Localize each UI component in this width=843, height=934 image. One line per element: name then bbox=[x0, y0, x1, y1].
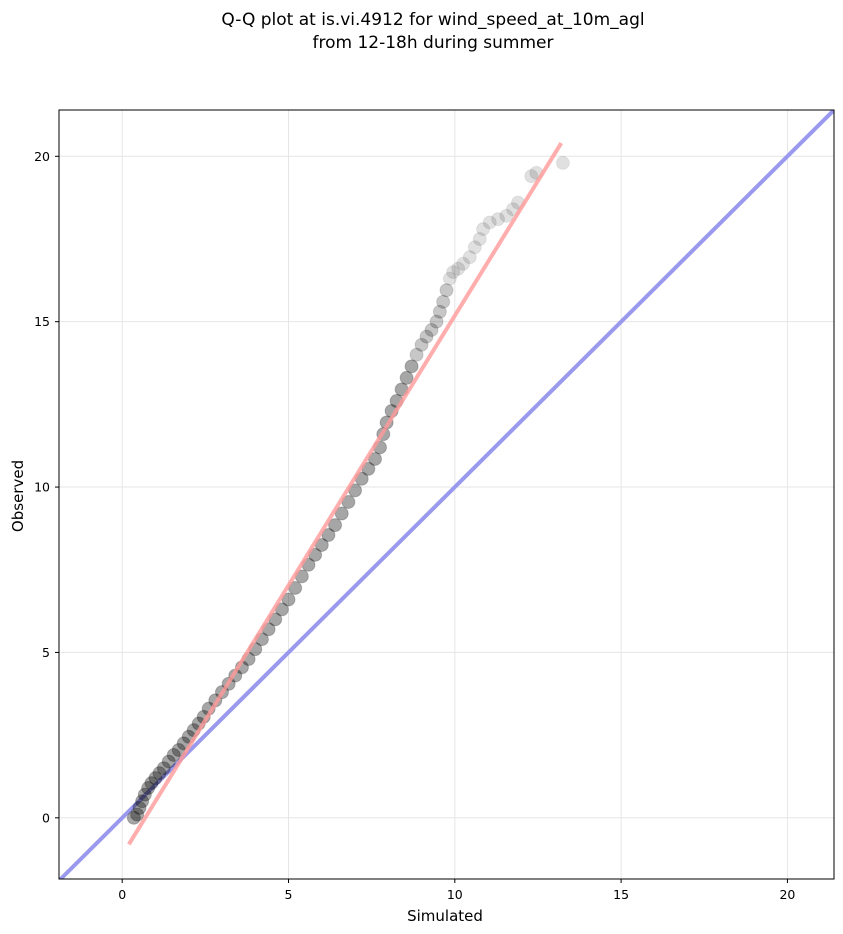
qq-point bbox=[436, 294, 451, 309]
x-axis-label: Simulated bbox=[407, 907, 483, 925]
qq-point bbox=[432, 304, 447, 319]
qq-point bbox=[409, 347, 424, 362]
y-tick-label: 0 bbox=[42, 810, 50, 825]
y-axis-ticks: 0 5 10 15 20 bbox=[34, 149, 59, 825]
qq-point bbox=[524, 169, 539, 184]
qq-point bbox=[446, 265, 461, 280]
qq-point bbox=[555, 155, 570, 170]
qq-point bbox=[126, 810, 141, 825]
qq-point bbox=[456, 256, 471, 271]
qq-point bbox=[491, 212, 506, 227]
chart-title-line-2: from 12-18h during summer bbox=[313, 33, 554, 53]
y-tick-label: 10 bbox=[34, 480, 50, 495]
x-axis-ticks: 0 5 10 15 20 bbox=[118, 879, 795, 902]
qq-point bbox=[429, 314, 444, 329]
qq-point bbox=[135, 794, 150, 809]
qq-point bbox=[148, 771, 163, 786]
qq-point bbox=[166, 747, 181, 762]
qq-point bbox=[482, 215, 497, 230]
qq-point bbox=[152, 766, 167, 781]
qq-point bbox=[424, 322, 439, 337]
qq-point bbox=[472, 231, 487, 246]
y-tick-label: 15 bbox=[34, 314, 50, 329]
y-axis-label: Observed bbox=[9, 460, 27, 532]
x-tick-label: 10 bbox=[447, 887, 463, 902]
fit-line bbox=[127, 142, 563, 846]
x-tick-label: 15 bbox=[613, 887, 629, 902]
qq-point bbox=[414, 337, 429, 352]
y-tick-label: 20 bbox=[34, 149, 50, 164]
qq-point bbox=[399, 370, 414, 385]
x-tick-label: 0 bbox=[118, 887, 126, 902]
quantile-points bbox=[126, 155, 570, 825]
qq-point bbox=[161, 754, 176, 769]
plot-frame bbox=[58, 109, 835, 880]
qq-point bbox=[130, 807, 145, 822]
qq-point bbox=[439, 283, 454, 298]
qq-point bbox=[137, 787, 152, 802]
qq-point bbox=[141, 781, 156, 796]
qq-point bbox=[476, 222, 491, 237]
qq-point bbox=[419, 329, 434, 344]
qq-point bbox=[404, 359, 419, 374]
qq-point bbox=[451, 261, 466, 276]
qq-point bbox=[442, 271, 457, 286]
x-tick-label: 5 bbox=[285, 887, 293, 902]
x-tick-label: 20 bbox=[779, 887, 795, 902]
qq-point bbox=[334, 506, 349, 521]
grid bbox=[59, 110, 834, 879]
qq-point bbox=[144, 776, 159, 791]
qq-point bbox=[328, 518, 343, 533]
qq-point bbox=[467, 240, 482, 255]
qq-point bbox=[462, 250, 477, 265]
qq-point bbox=[499, 208, 514, 223]
qq-point bbox=[132, 800, 147, 815]
reference-line-y-equals-x bbox=[59, 110, 834, 879]
y-tick-label: 5 bbox=[42, 645, 50, 660]
qq-point bbox=[321, 528, 336, 543]
chart-title-line-1: Q-Q plot at is.vi.4912 for wind_speed_at… bbox=[221, 10, 644, 30]
qq-point bbox=[156, 761, 171, 776]
